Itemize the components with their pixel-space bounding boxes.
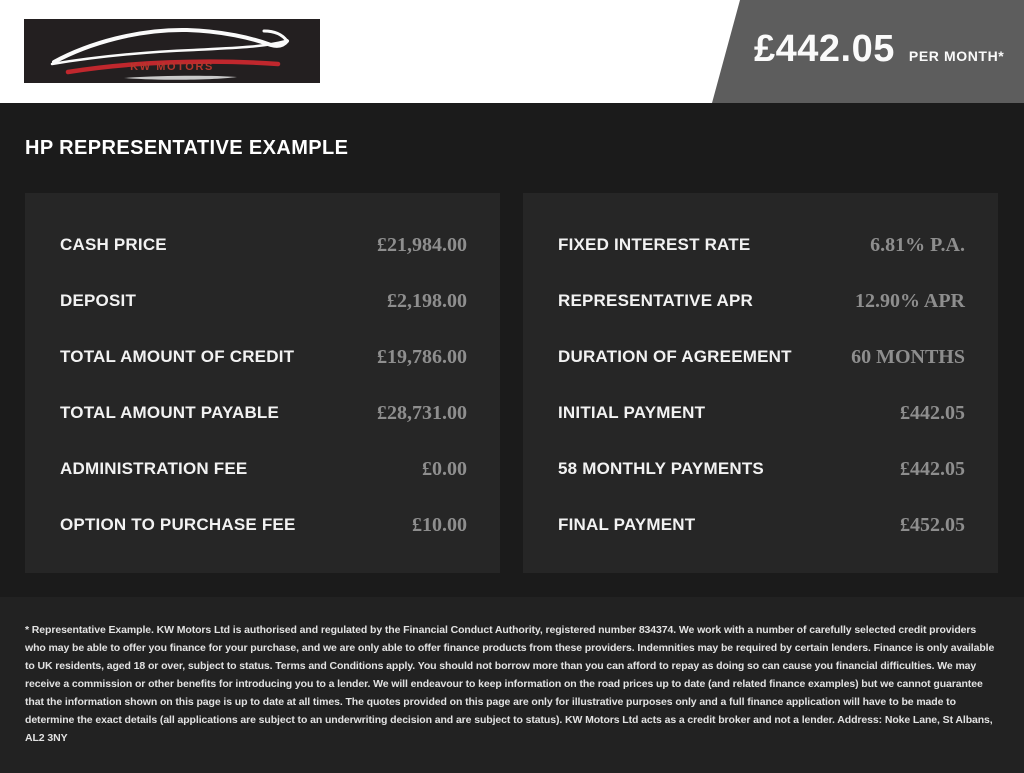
finance-panels: CASH PRICE £21,984.00 DEPOSIT £2,198.00 …	[0, 163, 1024, 597]
finance-label: TOTAL AMOUNT OF CREDIT	[60, 347, 295, 366]
finance-label: FIXED INTEREST RATE	[558, 235, 751, 254]
page-title: HP REPRESENTATIVE EXAMPLE	[25, 137, 349, 159]
finance-row: REPRESENTATIVE APR 12.90% APR	[558, 273, 965, 329]
dealer-logo[interactable]: KW MOTORS	[24, 19, 320, 83]
finance-value: £28,731.00	[377, 401, 467, 424]
footer-section: * Representative Example. KW Motors Ltd …	[0, 597, 1024, 773]
finance-row: DEPOSIT £2,198.00	[60, 273, 467, 329]
finance-label: ADMINISTRATION FEE	[60, 459, 248, 478]
finance-row: 58 MONTHLY PAYMENTS £442.05	[558, 441, 965, 497]
finance-label: REPRESENTATIVE APR	[558, 291, 754, 310]
legal-disclaimer: * Representative Example. KW Motors Ltd …	[25, 624, 995, 744]
finance-value: £0.00	[422, 457, 467, 480]
finance-label: DURATION OF AGREEMENT	[558, 347, 792, 366]
dealer-logo-text: KW MOTORS	[130, 61, 214, 73]
finance-value: 6.81% P.A.	[870, 233, 965, 256]
finance-label: TOTAL AMOUNT PAYABLE	[60, 403, 280, 422]
monthly-price-banner: £442.05 PER MONTH*	[712, 0, 1024, 103]
finance-label: INITIAL PAYMENT	[558, 403, 706, 422]
finance-row: INITIAL PAYMENT £442.05	[558, 385, 965, 441]
finance-panel-left: CASH PRICE £21,984.00 DEPOSIT £2,198.00 …	[25, 193, 500, 573]
finance-value: 60 MONTHS	[851, 345, 965, 368]
header-bar: KW MOTORS £442.05 PER MONTH*	[0, 0, 1024, 103]
finance-label: OPTION TO PURCHASE FEE	[60, 515, 296, 534]
finance-value: £442.05	[900, 401, 965, 424]
finance-row: DURATION OF AGREEMENT 60 MONTHS	[558, 329, 965, 385]
finance-value: £442.05	[900, 457, 965, 480]
finance-panel-right: FIXED INTEREST RATE 6.81% P.A. REPRESENT…	[523, 193, 998, 573]
finance-example-section: HP REPRESENTATIVE EXAMPLE CASH PRICE £21…	[0, 103, 1024, 597]
finance-row: CASH PRICE £21,984.00	[60, 217, 467, 273]
finance-row: TOTAL AMOUNT OF CREDIT £19,786.00	[60, 329, 467, 385]
finance-value: £2,198.00	[387, 289, 467, 312]
finance-row: TOTAL AMOUNT PAYABLE £28,731.00	[60, 385, 467, 441]
finance-row: ADMINISTRATION FEE £0.00	[60, 441, 467, 497]
finance-row: OPTION TO PURCHASE FEE £10.00	[60, 497, 467, 553]
finance-label: DEPOSIT	[60, 291, 137, 310]
finance-row: FINAL PAYMENT £452.05	[558, 497, 965, 553]
finance-value: £21,984.00	[377, 233, 467, 256]
finance-label: FINAL PAYMENT	[558, 515, 696, 534]
finance-label: 58 MONTHLY PAYMENTS	[558, 459, 764, 478]
finance-value: 12.90% APR	[855, 289, 965, 312]
finance-row: FIXED INTEREST RATE 6.81% P.A.	[558, 217, 965, 273]
monthly-price-period: PER MONTH*	[908, 48, 1005, 64]
monthly-price-amount: £442.05	[754, 28, 895, 70]
finance-value: £19,786.00	[377, 345, 467, 368]
finance-value: £10.00	[412, 513, 467, 536]
finance-value: £452.05	[900, 513, 965, 536]
finance-label: CASH PRICE	[60, 235, 167, 254]
car-silhouette-icon	[50, 27, 289, 80]
